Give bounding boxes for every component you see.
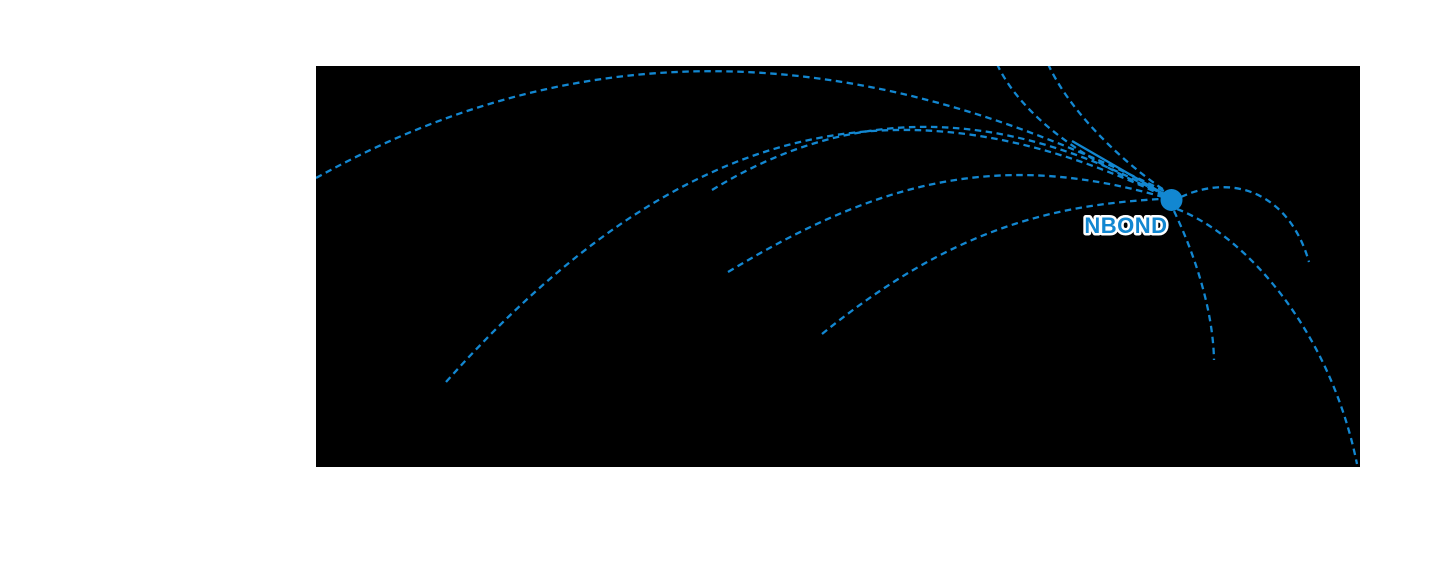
graph-canvas (316, 66, 1360, 467)
node-nbond[interactable]: NBOND (1082, 189, 1183, 241)
edge-mid-left-arc (711, 125, 1165, 197)
edge-top-entry-1 (996, 66, 1166, 196)
edge-top-entry-2 (1047, 66, 1168, 193)
node-circle[interactable] (1160, 189, 1183, 211)
edge-right-arc (1180, 186, 1311, 263)
edge-corner-arc (1176, 207, 1359, 465)
edge-lower-mid-arc (727, 173, 1164, 273)
edge-down-arc (1172, 210, 1216, 361)
edges-layer (316, 66, 1359, 465)
edge-converge-solid (1071, 140, 1170, 198)
node-label[interactable]: NBOND (1082, 211, 1170, 241)
edge-left-long-arc (316, 70, 1167, 194)
